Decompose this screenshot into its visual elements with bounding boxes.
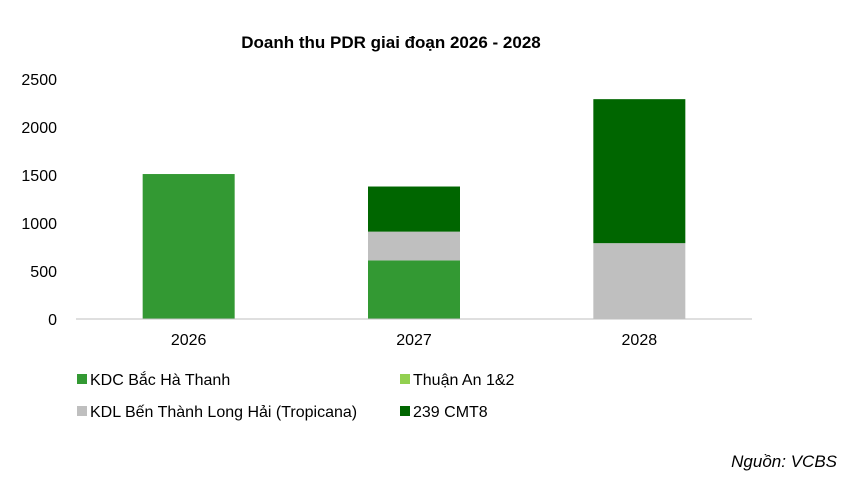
legend-label: KDL Bến Thành Long Hải (Tropicana) <box>90 404 357 421</box>
y-tick-label: 1500 <box>21 168 57 185</box>
bar-segment <box>593 99 686 244</box>
y-tick-label: 1000 <box>21 216 57 233</box>
y-tick-label: 0 <box>48 312 57 329</box>
chart-title: Doanh thu PDR giai đoạn 2026 - 2028 <box>241 33 540 52</box>
legend-swatch <box>77 374 87 384</box>
legend-swatch <box>77 406 87 416</box>
bars <box>142 99 686 319</box>
y-tick-label: 2000 <box>21 120 57 137</box>
bar-segment <box>368 186 460 232</box>
legend-label: 239 CMT8 <box>413 404 488 421</box>
y-tick-label: 2500 <box>21 72 57 89</box>
x-tick-label: 2027 <box>396 332 432 349</box>
x-axis: 2026 2027 2028 <box>171 332 657 349</box>
x-tick-label: 2026 <box>171 332 207 349</box>
legend-label: Thuận An 1&2 <box>413 372 515 389</box>
source-note: Nguồn: VCBS <box>731 452 837 471</box>
legend-label: KDC Bắc Hà Thanh <box>90 370 230 389</box>
x-tick-label: 2028 <box>622 332 658 349</box>
y-axis: 0 500 1000 1500 2000 2500 <box>21 72 57 329</box>
y-tick-label: 500 <box>30 264 57 281</box>
legend: KDC Bắc Hà Thanh Thuận An 1&2 KDL Bến Thàn… <box>77 370 515 421</box>
bar-segment <box>593 243 686 319</box>
bar-segment <box>142 174 235 319</box>
bar-segment <box>368 231 460 261</box>
bar-segment <box>368 260 460 319</box>
legend-swatch <box>400 374 410 384</box>
legend-swatch <box>400 406 410 416</box>
